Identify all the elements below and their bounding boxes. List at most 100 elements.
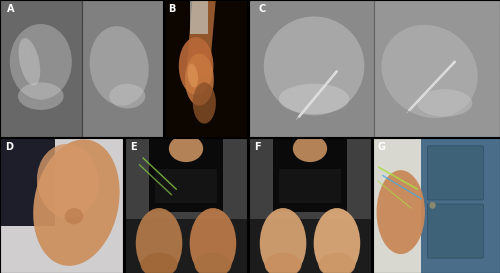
Point [496,7,500,12]
Point [446,61,454,66]
Point [72,5,80,9]
Point [360,105,368,109]
Point [33,90,41,94]
Point [494,36,500,40]
Circle shape [430,202,436,209]
Point [396,8,404,13]
Point [366,38,374,42]
Point [372,61,380,66]
Point [318,87,326,92]
Point [142,62,150,66]
Point [364,56,372,60]
Point [3,67,11,71]
Point [277,31,285,36]
Point [56,39,64,43]
Point [16,46,24,50]
Point [412,38,420,43]
Bar [190,0,208,34]
Point [314,96,322,100]
Point [351,85,359,90]
Point [386,29,394,33]
Ellipse shape [179,37,214,95]
Point [484,135,492,139]
Point [70,110,78,115]
Point [47,54,55,58]
Ellipse shape [314,208,360,273]
Point [286,50,294,54]
Point [260,106,268,110]
Point [12,120,20,125]
Point [20,66,28,70]
Point [110,118,118,123]
Point [312,12,320,16]
Point [42,30,50,35]
Point [384,67,392,71]
Point [34,5,42,10]
Point [123,0,131,5]
Point [452,110,460,114]
Point [437,31,445,35]
FancyArrow shape [186,0,216,76]
Point [154,90,162,94]
Point [128,97,136,101]
Point [486,132,494,136]
Text: G: G [378,142,386,152]
Point [48,115,56,119]
Point [484,56,492,60]
Point [68,128,76,132]
Point [118,79,126,83]
Point [142,14,150,18]
Point [0,112,5,116]
Point [88,119,96,123]
Point [49,40,57,44]
Point [484,112,492,116]
Text: F: F [254,142,260,152]
Point [76,114,84,118]
Point [42,1,50,5]
Point [18,92,25,96]
Ellipse shape [185,54,214,106]
Point [316,82,324,86]
Point [10,0,18,4]
Point [374,51,382,55]
Point [268,130,276,135]
Point [293,38,301,42]
Point [131,94,139,99]
Point [114,28,122,33]
Point [124,63,132,68]
Point [279,12,287,16]
Point [17,122,25,126]
Point [72,63,80,67]
Point [269,135,277,139]
Point [404,22,411,26]
Point [45,17,53,22]
Point [106,110,114,114]
Point [334,103,342,107]
Point [152,65,160,70]
Point [86,78,94,82]
Point [344,7,352,11]
Point [14,93,22,97]
Point [378,27,386,31]
Point [296,121,304,126]
Point [458,107,466,111]
Point [269,16,277,21]
Bar [156,169,216,203]
Bar [280,169,340,203]
Point [246,74,254,78]
Point [158,51,166,56]
Point [461,57,469,62]
Point [427,128,435,132]
Point [276,84,284,88]
Point [408,28,416,32]
Point [20,124,28,128]
Point [17,99,25,103]
Ellipse shape [90,26,148,106]
Point [423,51,431,56]
Point [36,46,44,51]
Point [64,124,72,129]
Point [110,64,118,69]
Ellipse shape [18,38,40,85]
Point [24,8,32,12]
Point [297,67,305,72]
